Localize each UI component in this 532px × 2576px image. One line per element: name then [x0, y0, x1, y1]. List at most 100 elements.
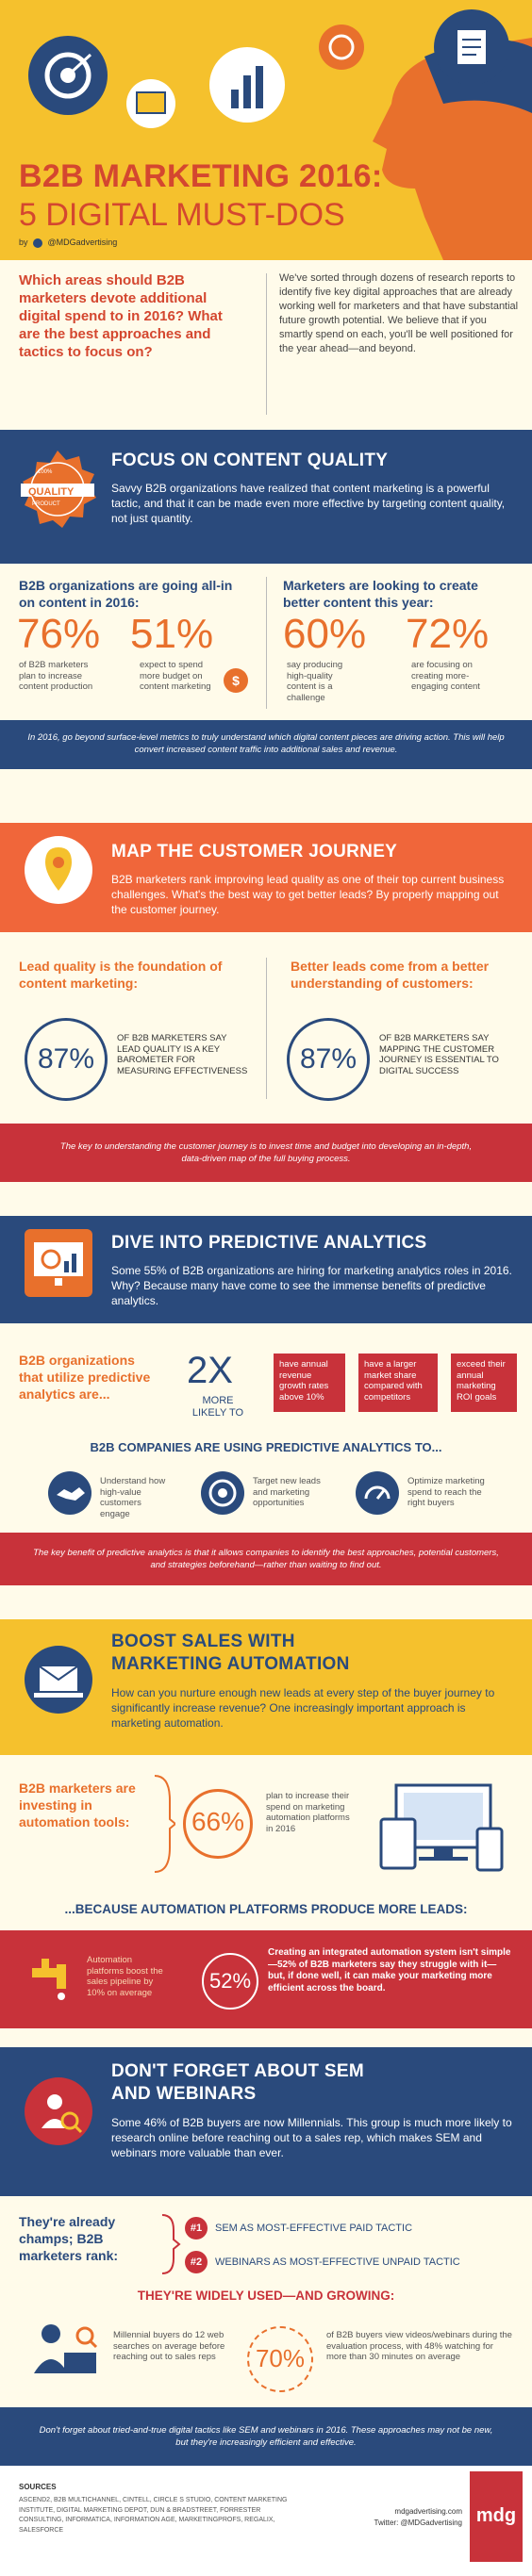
- struggle-ring: 52%: [202, 1953, 258, 2010]
- pipeline-text: Automation platforms boost the sales pip…: [87, 1955, 163, 1998]
- because-heading: ...BECAUSE AUTOMATION PLATFORMS PRODUCE …: [64, 1902, 468, 1916]
- use-2-text: Target new leads and marketing opportuni…: [253, 1476, 321, 1508]
- automation-desc: plan to increase their spend on marketin…: [266, 1791, 350, 1834]
- struggle-value: 52%: [208, 1969, 252, 1993]
- footer-twitter[interactable]: Twitter: @MDGadvertising: [374, 2519, 462, 2527]
- map-pin-icon: [25, 836, 92, 904]
- journey-left-heading: Lead quality is the foundation of conten…: [19, 959, 223, 991]
- badge-bottom-text: PRODUCT: [32, 501, 60, 507]
- content-note-band: In 2016, go beyond surface-level metrics…: [0, 720, 532, 769]
- sem-used-heading: THEY'RE WIDELY USED—AND GROWING:: [137, 2289, 395, 2303]
- webinar-ring: 70%: [247, 2326, 313, 2392]
- predictive-box-1: have annual revenue growth rates above 1…: [274, 1354, 345, 1412]
- stat-51-desc: expect to spend more budget on content m…: [140, 660, 211, 692]
- stat-51-value: 51%: [130, 611, 214, 657]
- footer-site[interactable]: mdgadvertising.com: [394, 2507, 462, 2516]
- stat-60-desc: say producing high-quality content is a …: [287, 660, 343, 703]
- millennial-laptop-icon: [34, 2324, 98, 2373]
- twitter-icon: [33, 238, 43, 248]
- intro-question: Which areas should B2B marketers devote …: [19, 272, 223, 360]
- journey-right-value: 87%: [299, 1043, 357, 1075]
- intro-divider: [266, 273, 267, 415]
- predictive-left-heading: B2B organizations that utilize predictiv…: [19, 1353, 151, 1402]
- quality-badge-icon: [21, 451, 96, 528]
- content-quality-banner: 100% QUALITY PRODUCT FOCUS ON CONTENT QU…: [0, 430, 532, 564]
- struggle-text: Creating an integrated automation system…: [268, 1947, 511, 1994]
- millennial-text: Millennial buyers do 12 web searches on …: [113, 2330, 225, 2362]
- automation-ring: 66%: [183, 1789, 253, 1859]
- sem-banner: DON'T FORGET ABOUT SEM AND WEBINARS Some…: [0, 2047, 532, 2196]
- sem-title-line1: DON'T FORGET ABOUT SEM: [111, 2061, 364, 2081]
- journey-divider: [266, 958, 267, 1099]
- automation-body: How can you nurture enough new leads at …: [111, 1686, 495, 1730]
- page-title-line1: B2B MARKETING 2016:: [19, 158, 383, 194]
- predictive-uses-heading: B2B COMPANIES ARE USING PREDICTIVE ANALY…: [90, 1440, 442, 1454]
- sem-title-line2: AND WEBINARS: [111, 2084, 257, 2104]
- predictive-banner: DIVE INTO PREDICTIVE ANALYTICS Some 55% …: [0, 1216, 532, 1323]
- journey-left-value: 87%: [37, 1043, 95, 1075]
- mdg-logo-text: mdg: [475, 2505, 517, 2526]
- customer-journey-title: MAP THE CUSTOMER JOURNEY: [111, 842, 398, 861]
- faucet-icon: [32, 1959, 66, 2000]
- content-quality-title: FOCUS ON CONTENT QUALITY: [111, 451, 389, 470]
- customer-journey-body: B2B marketers rank improving lead qualit…: [111, 873, 505, 916]
- predictive-box-2: have a larger market share compared with…: [358, 1354, 438, 1412]
- rank-2-text: WEBINARS AS MOST-EFFECTIVE UNPAID TACTIC: [215, 2256, 460, 2268]
- devices-icon: [379, 1783, 504, 1872]
- content-divider: [266, 577, 267, 709]
- money-icon: $: [224, 668, 248, 693]
- journey-note-band: The key to understanding the customer jo…: [0, 1124, 532, 1182]
- stat-60-value: 60%: [283, 611, 367, 657]
- bracket-icon: [154, 1775, 175, 1873]
- customer-journey-banner: MAP THE CUSTOMER JOURNEY B2B marketers r…: [0, 823, 532, 932]
- analytics-screen-icon: [25, 1229, 92, 1297]
- use-3-text: Optimize marketing spend to reach the ri…: [407, 1476, 485, 1508]
- automation-left-heading: B2B marketers are investing in automatio…: [19, 1780, 136, 1829]
- svg-text:$: $: [232, 673, 240, 688]
- automation-title-line2: MARKETING AUTOMATION: [111, 1654, 350, 1674]
- webinar-text: of B2B buyers view videos/webinars durin…: [326, 2330, 512, 2362]
- header-illustration: [28, 9, 532, 260]
- search-person-icon: [25, 2077, 92, 2145]
- journey-note: The key to understanding the customer jo…: [59, 1141, 473, 1164]
- predictive-note: The key benefit of predictive analytics …: [33, 1548, 499, 1570]
- content-left-heading: B2B organizations are going all-in on co…: [19, 578, 233, 610]
- journey-left-desc: OF B2B MARKETERS SAY LEAD QUALITY IS A K…: [117, 1033, 248, 1076]
- mdg-logo[interactable]: mdg: [470, 2471, 523, 2562]
- badge-top-text: 100%: [38, 469, 53, 475]
- badge-mid-text: QUALITY: [28, 486, 75, 498]
- rank-1-text: SEM AS MOST-EFFECTIVE PAID TACTIC: [215, 2223, 413, 2234]
- byline-handle[interactable]: @MDGadvertising: [47, 238, 118, 247]
- predictive-note-band: The key benefit of predictive analytics …: [0, 1533, 532, 1585]
- laptop-email-icon: [25, 1646, 92, 1714]
- stat-76-value: 76%: [17, 611, 101, 657]
- automation-banner: BOOST SALES WITH MARKETING AUTOMATION Ho…: [0, 1619, 532, 1755]
- automation-value: 66%: [191, 1807, 245, 1836]
- rank-2-badge: #2: [185, 2251, 208, 2273]
- byline: by @MDGadvertising: [19, 238, 117, 248]
- journey-right-ring: 87%: [287, 1018, 370, 1101]
- sources-list: ASCEND2, B2B MULTICHANNEL, CINTELL, CIRC…: [19, 2497, 288, 2534]
- predictive-box-3: exceed their annual marketing ROI goals: [451, 1354, 517, 1412]
- content-quality-body: Savvy B2B organizations have realized th…: [111, 482, 506, 525]
- handshake-icon: [48, 1471, 91, 1515]
- rank-1-badge: #1: [185, 2217, 208, 2240]
- sem-note-band: Don't forget about tried-and-true digita…: [0, 2407, 532, 2466]
- header-banner: B2B MARKETING 2016: 5 DIGITAL MUST-DOS b…: [0, 0, 532, 260]
- sem-note: Don't forget about tried-and-true digita…: [39, 2425, 493, 2448]
- footer: SOURCES ASCEND2, B2B MULTICHANNEL, CINTE…: [0, 2466, 532, 2576]
- sources-heading: SOURCES: [19, 2483, 57, 2491]
- gauge-icon: [356, 1471, 399, 1515]
- sem-body: Some 46% of B2B buyers are now Millennia…: [111, 2116, 512, 2159]
- automation-title-line1: BOOST SALES WITH: [111, 1632, 295, 1651]
- predictive-body: Some 55% of B2B organizations are hiring…: [111, 1264, 512, 1307]
- target-icon: [201, 1471, 244, 1515]
- stat-76-desc: of B2B marketers plan to increase conten…: [19, 660, 93, 692]
- intro-paragraph: We've sorted through dozens of research …: [279, 272, 519, 354]
- stat-72-desc: are focusing on creating more-engaging c…: [411, 660, 480, 692]
- automation-stats-band: Automation platforms boost the sales pip…: [0, 1930, 532, 2028]
- journey-left-ring: 87%: [25, 1018, 108, 1101]
- predictive-title: DIVE INTO PREDICTIVE ANALYTICS: [111, 1233, 427, 1253]
- webinar-value: 70%: [255, 2344, 306, 2372]
